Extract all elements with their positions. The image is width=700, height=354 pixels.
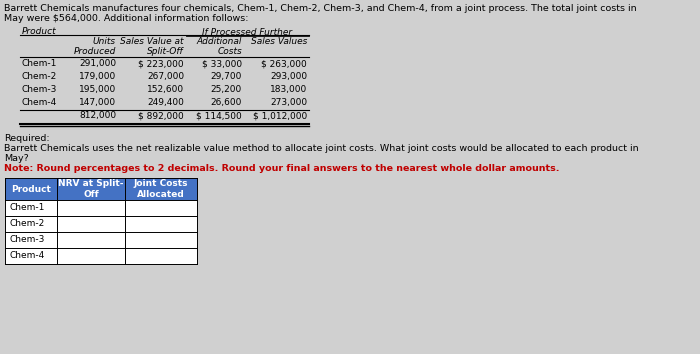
Bar	[5, 248, 197, 264]
Text: 293,000: 293,000	[270, 72, 307, 81]
Text: 25,200: 25,200	[211, 85, 242, 94]
Bar	[5, 232, 197, 248]
Text: NRV at Split-
Off: NRV at Split- Off	[58, 179, 124, 199]
Text: Chem-4: Chem-4	[22, 98, 57, 107]
Text: 29,700: 29,700	[211, 72, 242, 81]
Text: Product: Product	[22, 27, 57, 36]
Text: 26,600: 26,600	[211, 98, 242, 107]
Text: Chem-4: Chem-4	[9, 251, 44, 261]
Text: $ 33,000: $ 33,000	[202, 59, 242, 68]
Text: 249,400: 249,400	[147, 98, 184, 107]
Text: Joint Costs
Allocated: Joint Costs Allocated	[134, 179, 188, 199]
Text: Chem-3: Chem-3	[22, 85, 57, 94]
Bar	[5, 200, 197, 216]
Text: Chem-3: Chem-3	[9, 235, 44, 245]
Text: May?: May?	[4, 154, 29, 163]
Bar	[5, 178, 197, 200]
Text: 147,000: 147,000	[79, 98, 116, 107]
Text: 183,000: 183,000	[270, 85, 307, 94]
Text: Units
Produced: Units Produced	[74, 37, 116, 56]
Text: 152,600: 152,600	[147, 85, 184, 94]
Text: Sales Value at
Split-Off: Sales Value at Split-Off	[120, 37, 184, 56]
Text: Chem-1: Chem-1	[22, 59, 57, 68]
Bar	[5, 216, 197, 232]
Text: 273,000: 273,000	[270, 98, 307, 107]
Text: May were $564,000. Additional information follows:: May were $564,000. Additional informatio…	[4, 14, 248, 23]
Text: $ 1,012,000: $ 1,012,000	[253, 111, 307, 120]
Text: Note: Round percentages to 2 decimals. Round your final answers to the nearest w: Note: Round percentages to 2 decimals. R…	[4, 164, 559, 173]
Text: Chem-2: Chem-2	[22, 72, 57, 81]
Text: $ 263,000: $ 263,000	[261, 59, 307, 68]
Text: 291,000: 291,000	[79, 59, 116, 68]
Text: Chem-1: Chem-1	[9, 204, 44, 212]
Text: Required:: Required:	[4, 134, 50, 143]
Text: 195,000: 195,000	[78, 85, 116, 94]
Text: 179,000: 179,000	[78, 72, 116, 81]
Text: $ 114,500: $ 114,500	[196, 111, 242, 120]
Text: Chem-2: Chem-2	[9, 219, 44, 228]
Text: 267,000: 267,000	[147, 72, 184, 81]
Text: If Processed Further: If Processed Further	[202, 28, 293, 37]
Text: Sales Values: Sales Values	[251, 37, 307, 46]
Text: Product: Product	[11, 184, 51, 194]
Text: $ 223,000: $ 223,000	[139, 59, 184, 68]
Text: 812,000: 812,000	[79, 111, 116, 120]
Text: Barrett Chemicals uses the net realizable value method to allocate joint costs. : Barrett Chemicals uses the net realizabl…	[4, 144, 638, 153]
Text: Additional
Costs: Additional Costs	[197, 37, 242, 56]
Text: Barrett Chemicals manufactures four chemicals, Chem-1, Chem-2, Chem-3, and Chem-: Barrett Chemicals manufactures four chem…	[4, 4, 636, 13]
Text: $ 892,000: $ 892,000	[139, 111, 184, 120]
